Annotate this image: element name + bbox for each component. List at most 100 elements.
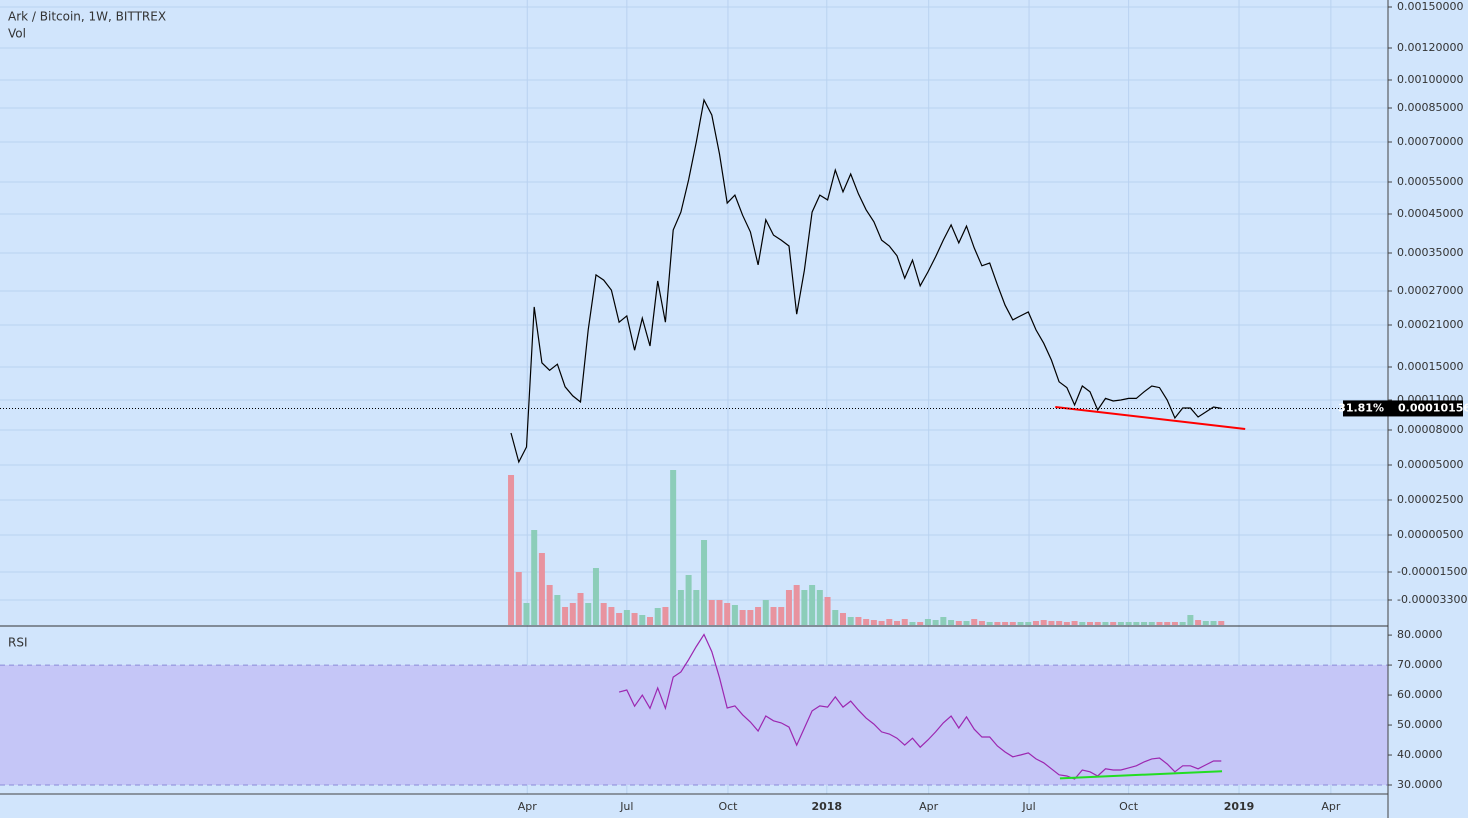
x-tick-label: Oct (718, 800, 738, 813)
volume-bar (685, 575, 692, 625)
volume-bar (1218, 621, 1225, 625)
volume-bar (978, 621, 985, 625)
volume-bar (708, 600, 715, 625)
y-tick-label: -0.00001500 (1397, 565, 1467, 578)
y-tick-label: -0.00003300 (1397, 593, 1467, 606)
volume-bar (508, 475, 515, 625)
rsi-tick-label: 50.0000 (1397, 718, 1443, 731)
volume-bar (670, 470, 677, 625)
volume-bar (1071, 621, 1078, 625)
volume-bar (809, 585, 816, 625)
volume-bar (870, 620, 877, 625)
volume-bar (1187, 615, 1194, 625)
volume-bar (554, 595, 561, 625)
volume-bar (677, 590, 684, 625)
volume-label: Vol (8, 27, 26, 41)
volume-bar (1171, 622, 1178, 625)
y-tick-label: 0.00035000 (1397, 246, 1463, 259)
volume-bar (909, 622, 916, 625)
rsi-tick-label: 70.0000 (1397, 658, 1443, 671)
volume-bar (616, 613, 623, 625)
x-tick-label: Jul (1021, 800, 1035, 813)
last-price-label: 0.00010156 (1398, 401, 1468, 414)
volume-bar (693, 590, 700, 625)
y-tick-label: 0.00120000 (1397, 41, 1463, 54)
rsi-line (618, 633, 1222, 780)
chart-title: Ark / Bitcoin, 1W, BITTREX (8, 10, 166, 24)
marks (0, 98, 1343, 780)
volume-bar (1079, 622, 1086, 625)
volume-bar (546, 585, 553, 625)
volume-bar (654, 608, 661, 625)
volume-bar (1025, 622, 1032, 625)
y-tick-label: 0.00070000 (1397, 135, 1463, 148)
y-tick-label: 0.00002500 (1397, 493, 1463, 506)
volume-bar (600, 603, 607, 625)
volume-bar (523, 603, 530, 625)
volume-bar (932, 620, 939, 625)
volume-bar (1040, 620, 1047, 625)
x-tick-label: 2019 (1224, 800, 1255, 813)
volume-bar (1202, 621, 1209, 625)
y-tick-label: 0.00045000 (1397, 207, 1463, 220)
volume-bar (1141, 622, 1148, 625)
x-tick-label: Apr (919, 800, 939, 813)
volume-bar (639, 615, 646, 625)
volume-bar (770, 607, 777, 625)
volume-bar (1156, 622, 1163, 625)
volume-bar (801, 590, 808, 625)
volume-bar (793, 585, 800, 625)
volume-bar (855, 617, 862, 625)
volume-bar (562, 607, 569, 625)
volume-bar (1210, 621, 1217, 625)
volume-bar (940, 617, 947, 625)
volume-bar (577, 593, 584, 625)
x-tick-label: Oct (1119, 800, 1139, 813)
x-tick-label: Apr (518, 800, 538, 813)
rsi-tick-label: 30.0000 (1397, 778, 1443, 791)
volume-bar (631, 613, 638, 625)
volume-bar (724, 603, 731, 625)
volume-bar (646, 617, 653, 625)
y-tick-label: 0.00015000 (1397, 360, 1463, 373)
volume-bar (739, 610, 746, 625)
volume-bar (608, 607, 615, 625)
volume-bar (886, 619, 893, 625)
volume-bar (716, 600, 723, 625)
trend-line (1059, 770, 1223, 780)
volume-bar (1094, 622, 1101, 625)
y-tick-label: 0.00008000 (1397, 423, 1463, 436)
volume-bar (701, 540, 708, 625)
volume-bar (785, 590, 792, 625)
volume-bar (824, 597, 831, 625)
x-tick-label: Apr (1321, 800, 1341, 813)
rsi-tick-label: 40.0000 (1397, 748, 1443, 761)
volume-bar (971, 619, 978, 625)
volume-bar (878, 621, 885, 625)
volume-bar (917, 622, 924, 625)
volume-bar (1148, 622, 1155, 625)
volume-bar (731, 605, 738, 625)
volume-bar (1133, 622, 1140, 625)
y-tick-label: 0.00150000 (1397, 0, 1463, 13)
y-tick-label: 0.00100000 (1397, 73, 1463, 86)
volume-bar (1002, 622, 1009, 625)
volume-bar (1032, 621, 1039, 625)
price-line (510, 98, 1222, 464)
volume-bar (1117, 622, 1124, 625)
rsi-tick-label: 80.0000 (1397, 628, 1443, 641)
volume-bar (986, 622, 993, 625)
volume-bar (1195, 620, 1202, 625)
volume-bar (1063, 622, 1070, 625)
rsi-band (0, 665, 1388, 786)
y-tick-label: 0.00085000 (1397, 101, 1463, 114)
volume-bar (832, 610, 839, 625)
last-price-box (1343, 400, 1463, 417)
volume-bar (1125, 622, 1132, 625)
volume-bar (1164, 622, 1171, 625)
volume-bar (538, 553, 545, 625)
volume-bar (592, 568, 599, 625)
volume-bar (762, 600, 769, 625)
y-tick-label: 0.00027000 (1397, 284, 1463, 297)
